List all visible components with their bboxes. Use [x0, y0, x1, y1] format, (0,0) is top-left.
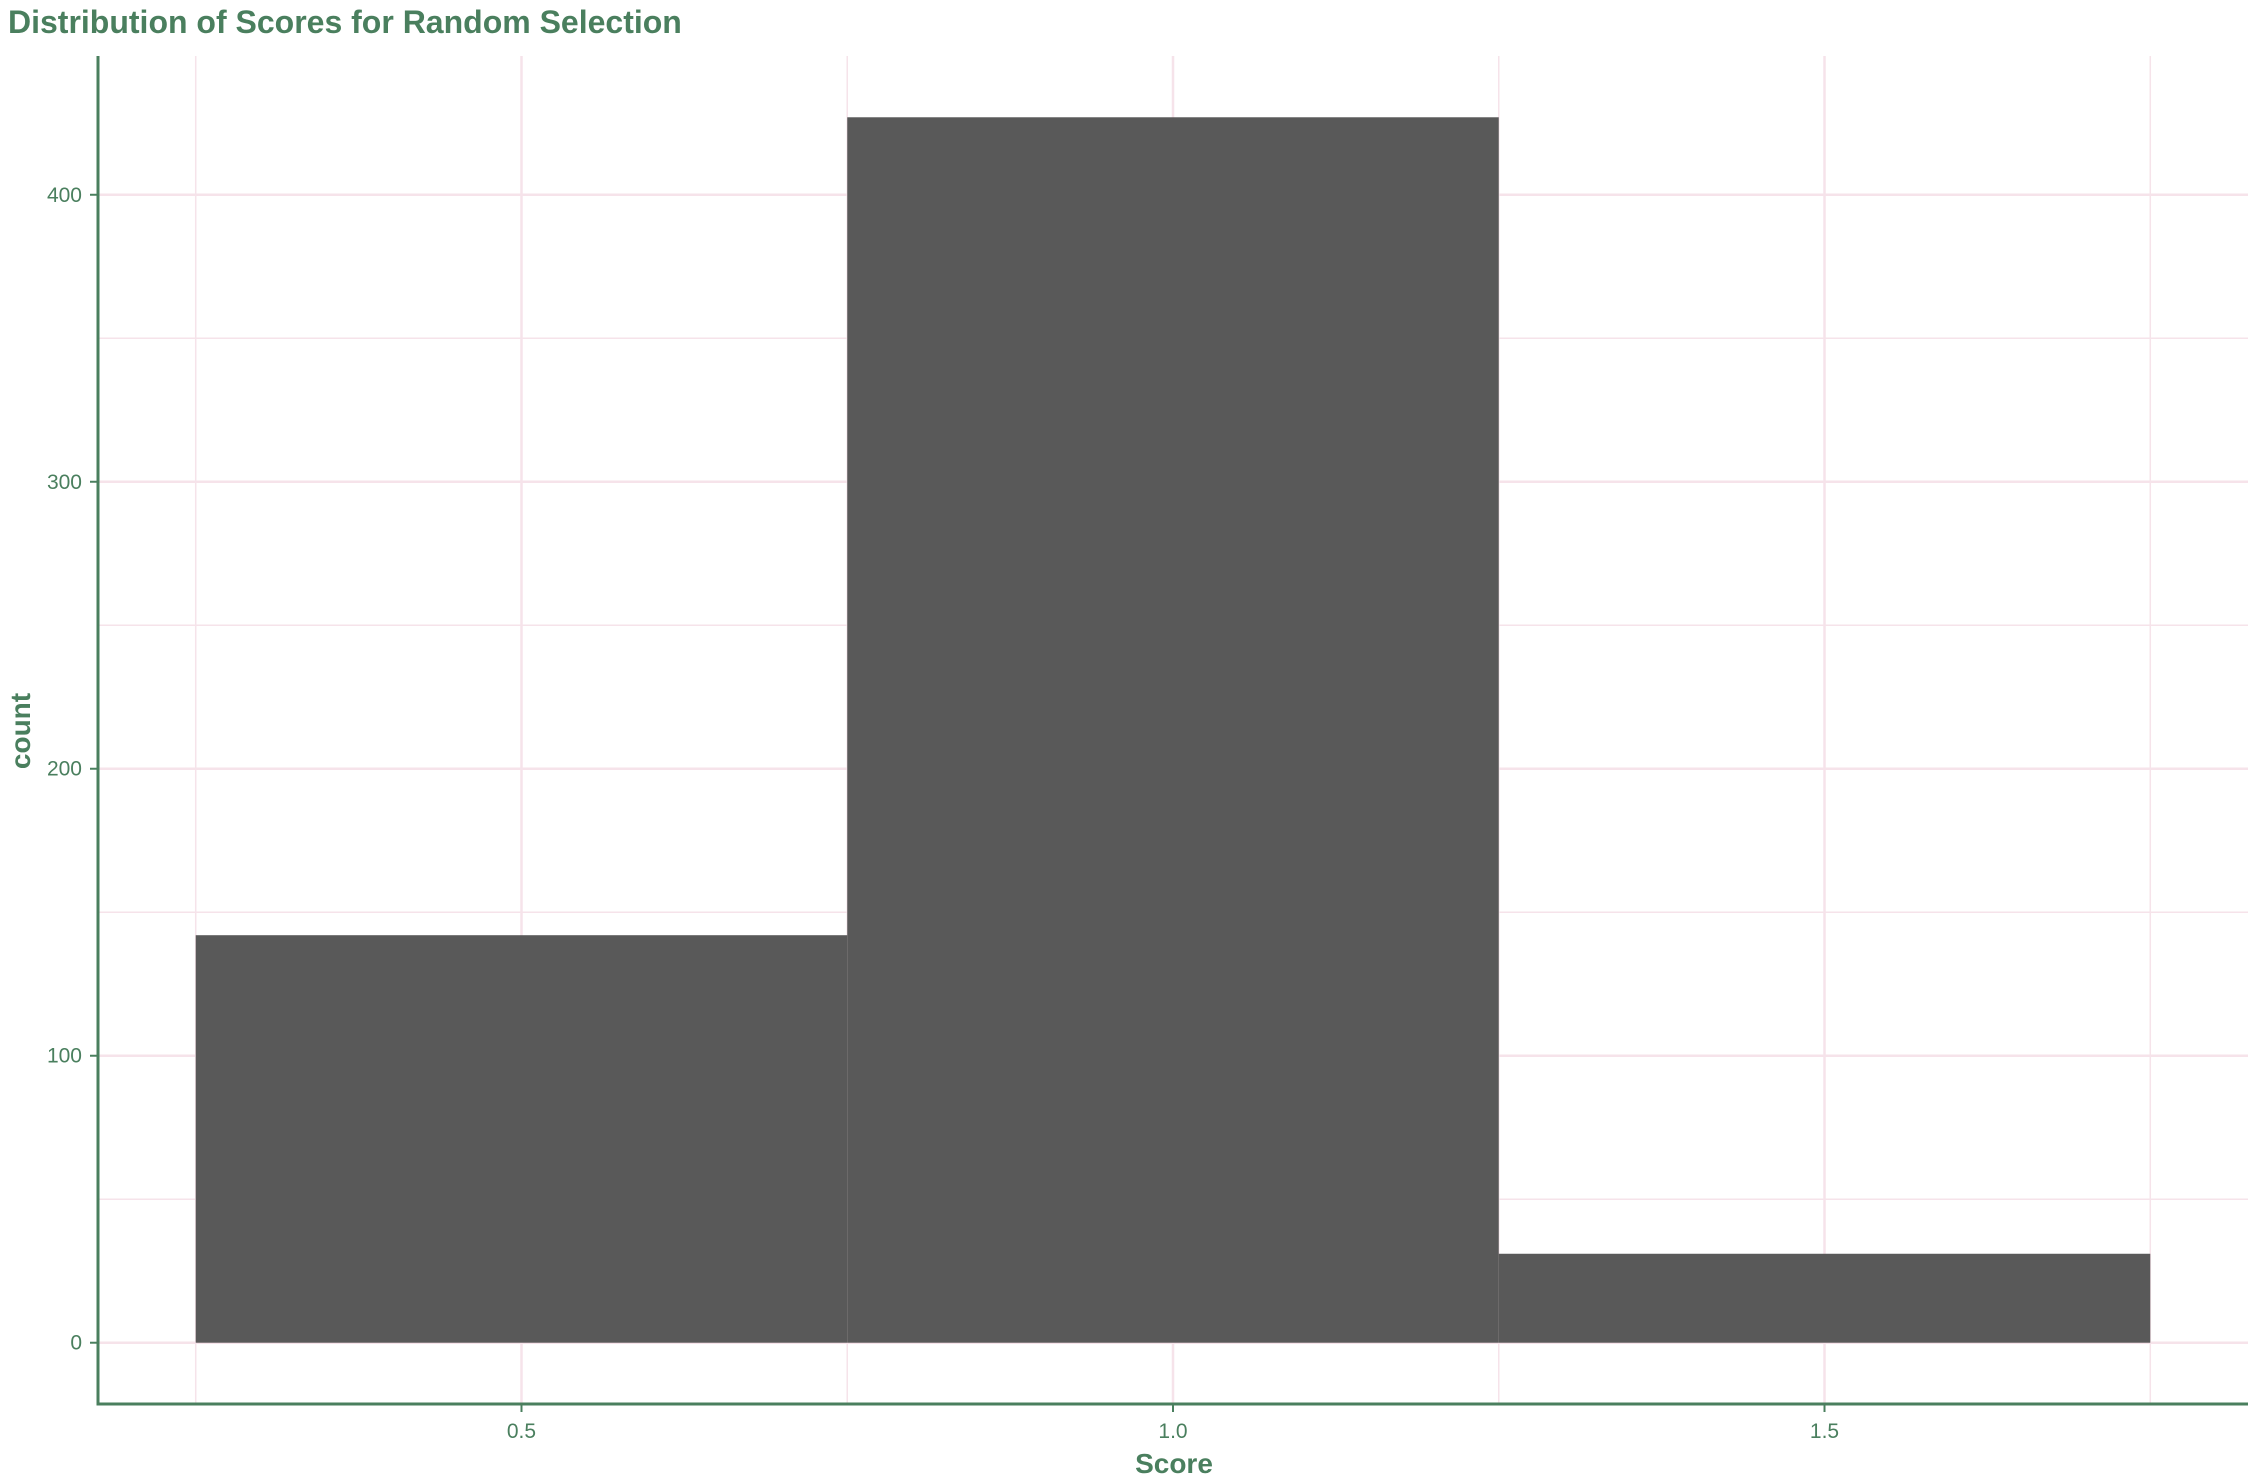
- histogram-bar: [1498, 1253, 2151, 1343]
- y-tick-label: 100: [47, 1045, 82, 1068]
- y-tick-label: 400: [47, 184, 82, 207]
- histogram-bar: [195, 935, 848, 1343]
- histogram-bars: [195, 117, 2151, 1343]
- chart-title: Distribution of Scores for Random Select…: [8, 4, 682, 40]
- y-axis-title: count: [5, 693, 36, 769]
- histogram-bar: [847, 117, 1499, 1343]
- tick-labels: 0 100 200 300 400 0.5 1.0 1.5: [47, 184, 1839, 1443]
- x-axis-title: Score: [1135, 1448, 1213, 1478]
- x-tick-label: 1.5: [1810, 1420, 1839, 1443]
- y-tick-label: 300: [47, 471, 82, 494]
- x-tick-label: 1.0: [1158, 1420, 1187, 1443]
- x-tick-label: 0.5: [507, 1420, 536, 1443]
- y-tick-label: 0: [70, 1332, 82, 1355]
- y-tick-label: 200: [47, 758, 82, 781]
